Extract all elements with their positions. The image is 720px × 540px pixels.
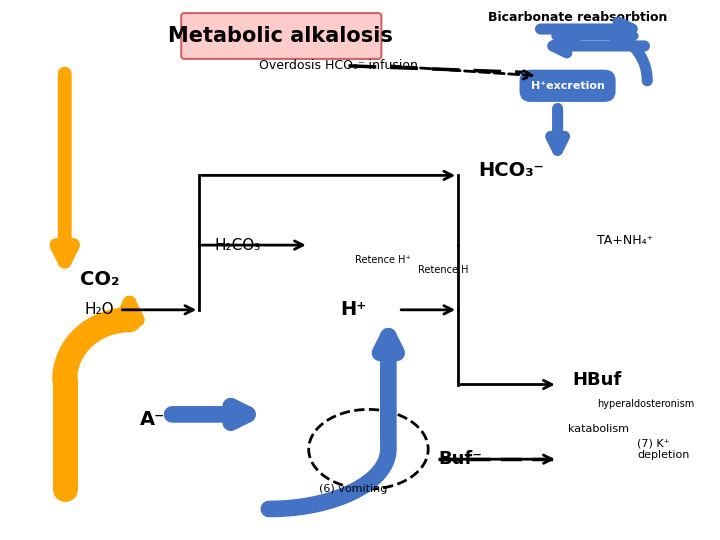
Text: Buf⁻: Buf⁻	[438, 450, 482, 468]
Text: Retence H⁺: Retence H⁺	[356, 255, 411, 265]
Text: Overdosis HCO₃⁻ infusion: Overdosis HCO₃⁻ infusion	[259, 59, 418, 72]
Text: TA+NH₄⁺: TA+NH₄⁺	[598, 234, 654, 247]
Text: H₂CO₃: H₂CO₃	[214, 238, 261, 253]
Text: (7) K⁺
depletion: (7) K⁺ depletion	[637, 438, 690, 460]
FancyBboxPatch shape	[181, 13, 382, 59]
Text: hyperaldosteronism: hyperaldosteronism	[598, 400, 695, 409]
Text: Bicarbonate reabsorbtion: Bicarbonate reabsorbtion	[488, 11, 667, 24]
Text: katabolism: katabolism	[567, 424, 629, 434]
Text: A⁻: A⁻	[140, 410, 165, 429]
Text: H₂O: H₂O	[85, 302, 114, 318]
Text: Retence H: Retence H	[418, 265, 469, 275]
Text: H⁺excretion: H⁺excretion	[531, 81, 605, 91]
Text: (6) vomiting: (6) vomiting	[319, 484, 387, 494]
Text: HCO₃⁻: HCO₃⁻	[478, 161, 544, 180]
Text: H⁺: H⁺	[341, 300, 366, 319]
Text: CO₂: CO₂	[80, 271, 120, 289]
Text: HBuf: HBuf	[572, 370, 622, 389]
Text: Metabolic alkalosis: Metabolic alkalosis	[168, 26, 393, 46]
